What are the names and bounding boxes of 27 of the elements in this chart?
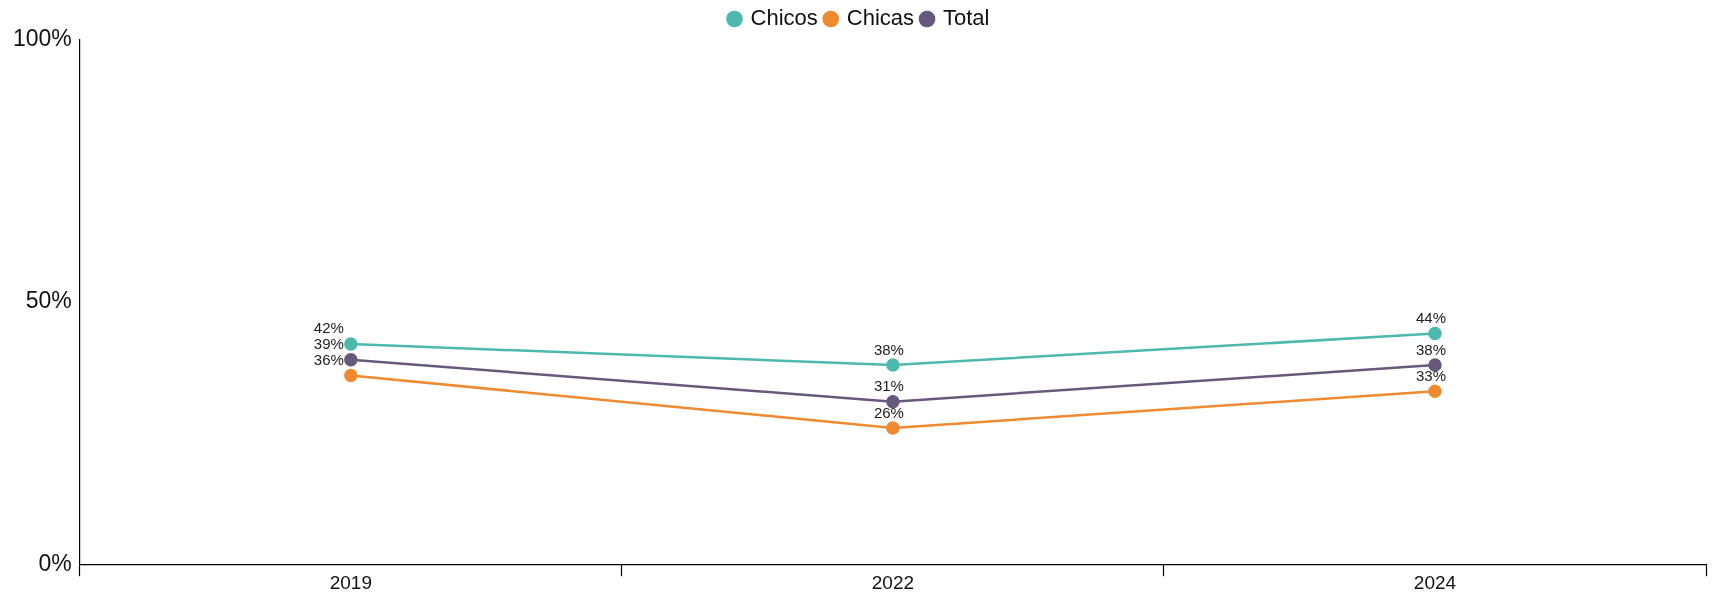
x-tick-label: 2019 xyxy=(329,571,372,593)
data-label: 31% xyxy=(873,377,904,395)
data-label: 26% xyxy=(873,403,904,421)
point xyxy=(1428,358,1442,372)
point xyxy=(886,394,900,409)
x-tick-label: 2024 xyxy=(1413,571,1457,593)
point xyxy=(886,421,900,435)
point xyxy=(344,368,358,383)
data-label: 33% xyxy=(1415,366,1446,384)
legend-label: Total xyxy=(943,5,990,31)
x-tick-label: 2022 xyxy=(871,571,915,593)
legend-label: Chicos xyxy=(750,5,818,31)
point xyxy=(886,358,900,372)
legend-label: Chicas xyxy=(846,5,915,31)
data-label: 39% xyxy=(313,334,344,352)
data-label: 38% xyxy=(1415,340,1446,358)
y-tick-label: 50% xyxy=(25,287,72,314)
point xyxy=(1428,384,1442,398)
point xyxy=(344,353,358,367)
point xyxy=(1428,326,1442,341)
y-tick-label: 100% xyxy=(13,25,72,52)
data-label: 44% xyxy=(1415,309,1446,327)
data-label: 38% xyxy=(873,340,904,358)
data-label: 42% xyxy=(313,319,344,337)
data-label: 36% xyxy=(313,350,344,368)
y-tick-label: 0% xyxy=(38,549,72,576)
point xyxy=(344,337,358,351)
